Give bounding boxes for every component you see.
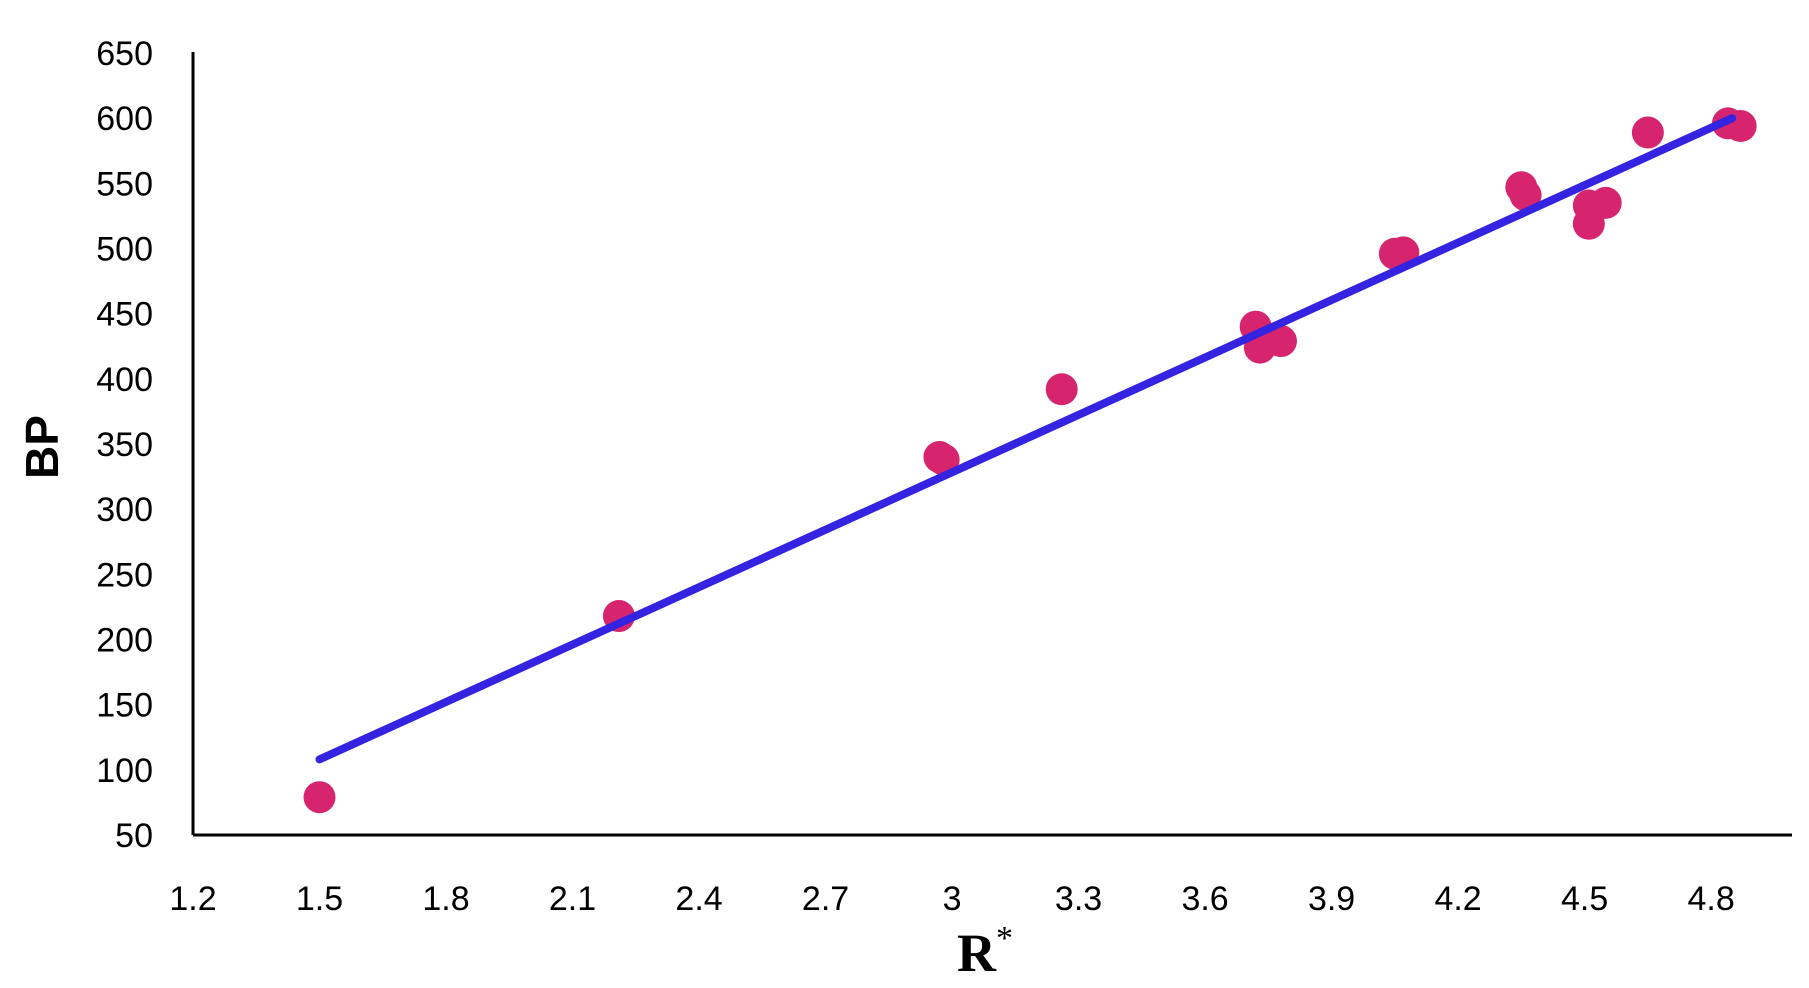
y-tick-label: 100 — [96, 752, 153, 790]
x-axis-title-group: R* — [957, 920, 1013, 983]
y-tick-label: 200 — [96, 622, 153, 660]
x-tick-label: 1.8 — [422, 880, 469, 918]
data-point — [1631, 116, 1664, 149]
y-tick-label: 150 — [96, 687, 153, 725]
y-tick-label: 300 — [96, 491, 153, 529]
data-points — [303, 107, 1757, 814]
axes — [191, 52, 1792, 837]
y-tick-label: 650 — [96, 35, 153, 73]
x-tick-label: 4.2 — [1434, 880, 1481, 918]
x-tick-label: 1.5 — [296, 880, 343, 918]
x-tick-labels: 1.2 1.5 1.8 2.1 2.4 2.7 3 3.3 3.6 3.9 4.2 4.5 4.8 — [169, 880, 1734, 918]
y-tick-labels: 50 100 150 200 250 300 350 400 450 500 550 600 650 — [96, 35, 153, 855]
x-tick-label: 2.7 — [802, 880, 849, 918]
y-tick-label: 400 — [96, 361, 153, 399]
x-tick-label: 2.4 — [675, 880, 722, 918]
x-tick-label: 3.3 — [1055, 880, 1102, 918]
x-tick-label: 3.6 — [1181, 880, 1228, 918]
y-tick-label: 550 — [96, 165, 153, 203]
x-axis-title: R — [957, 923, 997, 983]
data-point — [927, 443, 960, 476]
y-tick-label: 50 — [115, 817, 153, 855]
data-point — [1264, 325, 1297, 358]
x-tick-label: 1.2 — [169, 880, 216, 918]
data-point — [303, 781, 336, 814]
y-tick-label: 250 — [96, 556, 153, 594]
x-tick-label: 4.5 — [1561, 880, 1608, 918]
y-tick-label: 350 — [96, 426, 153, 464]
x-tick-label: 3 — [943, 880, 962, 918]
x-tick-label: 3.9 — [1308, 880, 1355, 918]
x-axis-title-superscript: * — [996, 920, 1013, 957]
data-point — [1724, 110, 1757, 143]
trendline — [315, 114, 1737, 764]
y-tick-label: 450 — [96, 296, 153, 334]
y-tick-label: 600 — [96, 100, 153, 138]
data-point — [1589, 186, 1622, 219]
x-tick-label: 2.1 — [549, 880, 596, 918]
y-axis-title: BP — [16, 415, 68, 479]
x-tick-label: 4.8 — [1687, 880, 1734, 918]
data-point — [1045, 373, 1078, 406]
y-tick-label: 500 — [96, 231, 153, 269]
data-point — [1509, 179, 1542, 212]
